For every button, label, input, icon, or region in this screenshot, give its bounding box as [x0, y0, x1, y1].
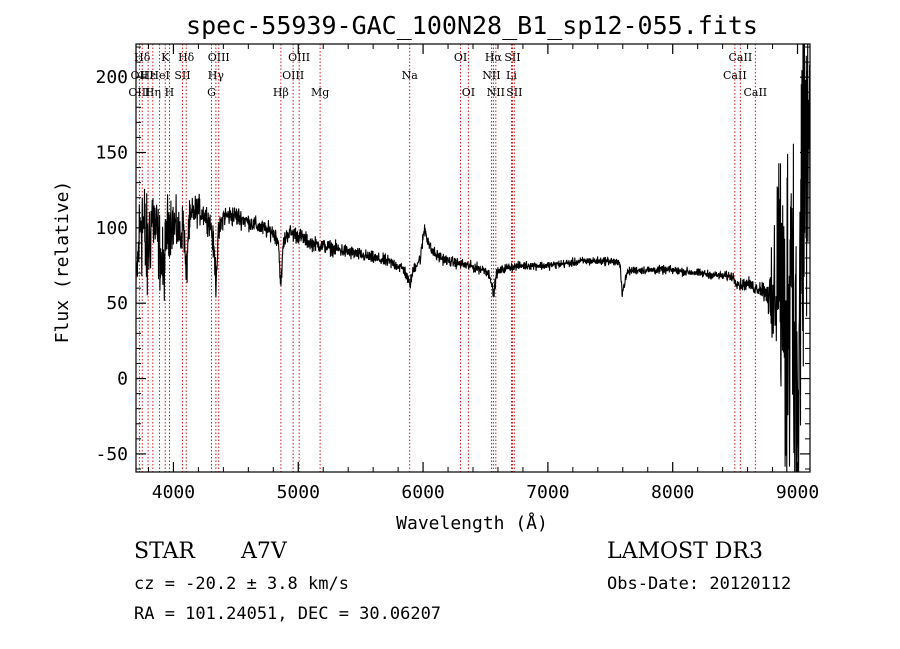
y-tick-label: 100: [95, 218, 128, 239]
line-marker-label: OI: [454, 51, 467, 64]
y-tick-label: 200: [95, 67, 128, 88]
x-tick-label: 6000: [401, 482, 444, 503]
x-tick-label: 5000: [277, 482, 320, 503]
line-marker-label: Hη: [145, 86, 161, 99]
x-tick-label: 7000: [526, 482, 569, 503]
line-marker-label: K: [161, 51, 170, 64]
survey-name: LAMOST DR3: [607, 539, 763, 564]
line-marker-label: HeI: [149, 69, 169, 82]
line-marker-label: Hδ: [178, 51, 195, 64]
line-marker-label: H: [165, 86, 175, 99]
object-subclass: A7V: [241, 539, 287, 564]
object-class: STAR: [134, 539, 195, 564]
line-marker-label: OII: [131, 69, 149, 82]
coordinates-text: RA = 101.24051, DEC = 30.06207: [134, 604, 442, 624]
line-marker-label: Hδ: [134, 51, 151, 64]
spectrum-line: [135, 43, 811, 473]
line-markers: [138, 44, 756, 472]
line-marker-label: CaII: [743, 86, 767, 99]
line-marker-label: SII: [504, 51, 520, 64]
y-tick-label: 0: [117, 369, 128, 390]
line-marker-label: CaII: [729, 51, 753, 64]
y-tick-label: 50: [106, 293, 128, 314]
y-tick-label: -50: [95, 444, 128, 465]
axis-ticks: 4000 5000 6000 7000 8000 9000 -50 0 50 100 150 200: [95, 44, 819, 503]
line-marker-label: CaII: [723, 69, 747, 82]
plot-frame: [135, 43, 811, 473]
line-marker-label: OIII: [288, 51, 310, 64]
redshift-text: cz = -20.2 ± 3.8 km/s: [134, 574, 349, 594]
x-axis-label: Wavelength (Å): [396, 512, 548, 534]
line-marker-label: SII: [174, 69, 190, 82]
line-marker-label: NII: [487, 86, 505, 99]
y-axis-label: Flux (relative): [52, 181, 73, 344]
line-marker-label: NII: [482, 69, 500, 82]
line-marker-label: OIII: [282, 69, 304, 82]
obs-date: Obs-Date: 20120112: [607, 574, 792, 594]
chart-title: spec-55939-GAC_100N28_B1_sp12-055.fits: [186, 11, 758, 40]
line-marker-label: Hβ: [273, 86, 289, 99]
line-marker-label: SII: [506, 86, 522, 99]
line-marker-label: OIII: [208, 51, 230, 64]
x-tick-label: 8000: [651, 482, 694, 503]
line-marker-label: Hα: [485, 51, 503, 64]
x-tick-label: 4000: [152, 482, 195, 503]
line-marker-label: Li: [506, 69, 517, 82]
line-marker-label: Mg: [311, 86, 329, 99]
line-marker-label: Hγ: [208, 69, 225, 82]
line-marker-label: OI: [462, 86, 475, 99]
line-marker-label: Hε: [140, 69, 156, 82]
x-tick-label: 9000: [776, 482, 819, 503]
line-marker-label: G: [207, 86, 216, 99]
y-tick-label: 150: [95, 143, 128, 164]
line-marker-label: Na: [402, 69, 419, 82]
